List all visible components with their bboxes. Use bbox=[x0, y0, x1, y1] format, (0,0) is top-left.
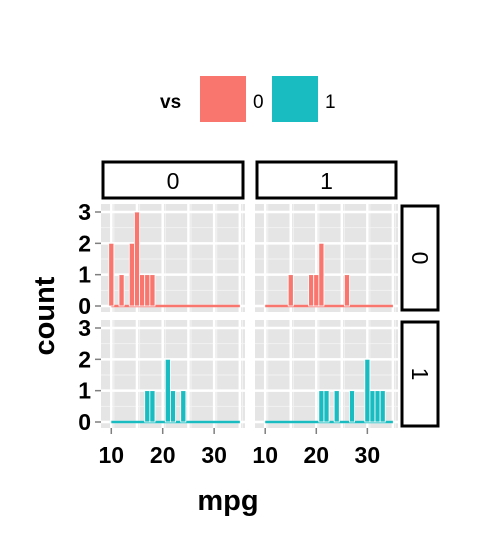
histogram-bar bbox=[313, 274, 320, 307]
legend: vs 0 1 bbox=[160, 76, 336, 122]
x-tick-label: 10 bbox=[98, 442, 124, 468]
strip-box bbox=[400, 204, 440, 312]
histogram-bar bbox=[149, 390, 156, 423]
histogram-bar bbox=[170, 390, 176, 423]
histogram-bar bbox=[308, 274, 315, 307]
histogram-bar bbox=[149, 274, 156, 307]
y-tick-label: 3 bbox=[78, 315, 91, 341]
histogram-bar bbox=[118, 274, 125, 307]
strip-box bbox=[101, 160, 245, 200]
legend-title: vs bbox=[160, 92, 181, 113]
x-tick-label: 20 bbox=[303, 442, 329, 468]
legend-key-1 bbox=[272, 76, 318, 122]
strip-label: 0 bbox=[167, 168, 180, 194]
x-tick-label: 30 bbox=[201, 442, 227, 468]
histogram-bar bbox=[287, 274, 294, 307]
histogram-bar bbox=[144, 274, 151, 307]
panel-col1-row1 bbox=[255, 320, 398, 428]
facet-strip-col-0: 0 bbox=[101, 160, 245, 200]
x-tick-label: 10 bbox=[252, 442, 278, 468]
legend-key-0 bbox=[200, 76, 246, 122]
strip-label: 1 bbox=[407, 368, 433, 381]
panel-background bbox=[255, 204, 398, 312]
strip-box bbox=[255, 160, 398, 200]
histogram-bar bbox=[323, 390, 330, 423]
histogram-bar bbox=[164, 358, 171, 423]
histogram-bar bbox=[180, 390, 187, 423]
histogram-bar bbox=[134, 211, 140, 307]
panel-col1-row0 bbox=[255, 204, 398, 312]
strip-box bbox=[400, 320, 440, 428]
strip-label: 1 bbox=[320, 168, 333, 194]
histogram-bar bbox=[128, 242, 135, 307]
y-tick-label: 2 bbox=[78, 230, 91, 256]
facet-strip-row-0: 0 bbox=[400, 204, 440, 312]
legend-entry-0: 0 bbox=[200, 76, 264, 122]
y-tick-label: 0 bbox=[78, 409, 91, 435]
panel-background bbox=[101, 204, 245, 312]
panel-col0-row0 bbox=[101, 204, 245, 312]
y-tick-label: 1 bbox=[78, 378, 91, 404]
strip-label: 0 bbox=[407, 252, 433, 265]
histogram-bar bbox=[139, 274, 146, 307]
histogram-bar bbox=[343, 274, 350, 307]
x-tick-label: 20 bbox=[150, 442, 176, 468]
legend-label-0: 0 bbox=[253, 92, 264, 113]
legend-entry-1: 1 bbox=[272, 76, 336, 122]
x-axis-label: mpg bbox=[197, 485, 258, 517]
panel-col0-row1 bbox=[101, 320, 245, 428]
histogram-bar bbox=[333, 390, 340, 423]
histogram-bar bbox=[318, 390, 325, 423]
facet-strip-row-1: 1 bbox=[400, 320, 440, 428]
histogram-bar bbox=[144, 390, 151, 423]
y-tick-label: 2 bbox=[78, 346, 91, 372]
x-tick-label: 30 bbox=[355, 442, 381, 468]
histogram-bar bbox=[108, 242, 115, 307]
y-tick-label: 0 bbox=[78, 293, 91, 319]
y-tick-label: 3 bbox=[78, 199, 91, 225]
histogram-bar bbox=[369, 390, 376, 423]
histogram-bar bbox=[364, 358, 371, 423]
y-tick-label: 1 bbox=[78, 262, 91, 288]
histogram-bar bbox=[374, 390, 381, 423]
legend-label-1: 1 bbox=[325, 92, 336, 113]
facet-strip-col-1: 1 bbox=[255, 160, 398, 200]
histogram-bar bbox=[379, 390, 386, 423]
y-axis-label: count bbox=[29, 276, 61, 355]
histogram-bar bbox=[318, 242, 325, 307]
histogram-bar bbox=[349, 390, 355, 423]
